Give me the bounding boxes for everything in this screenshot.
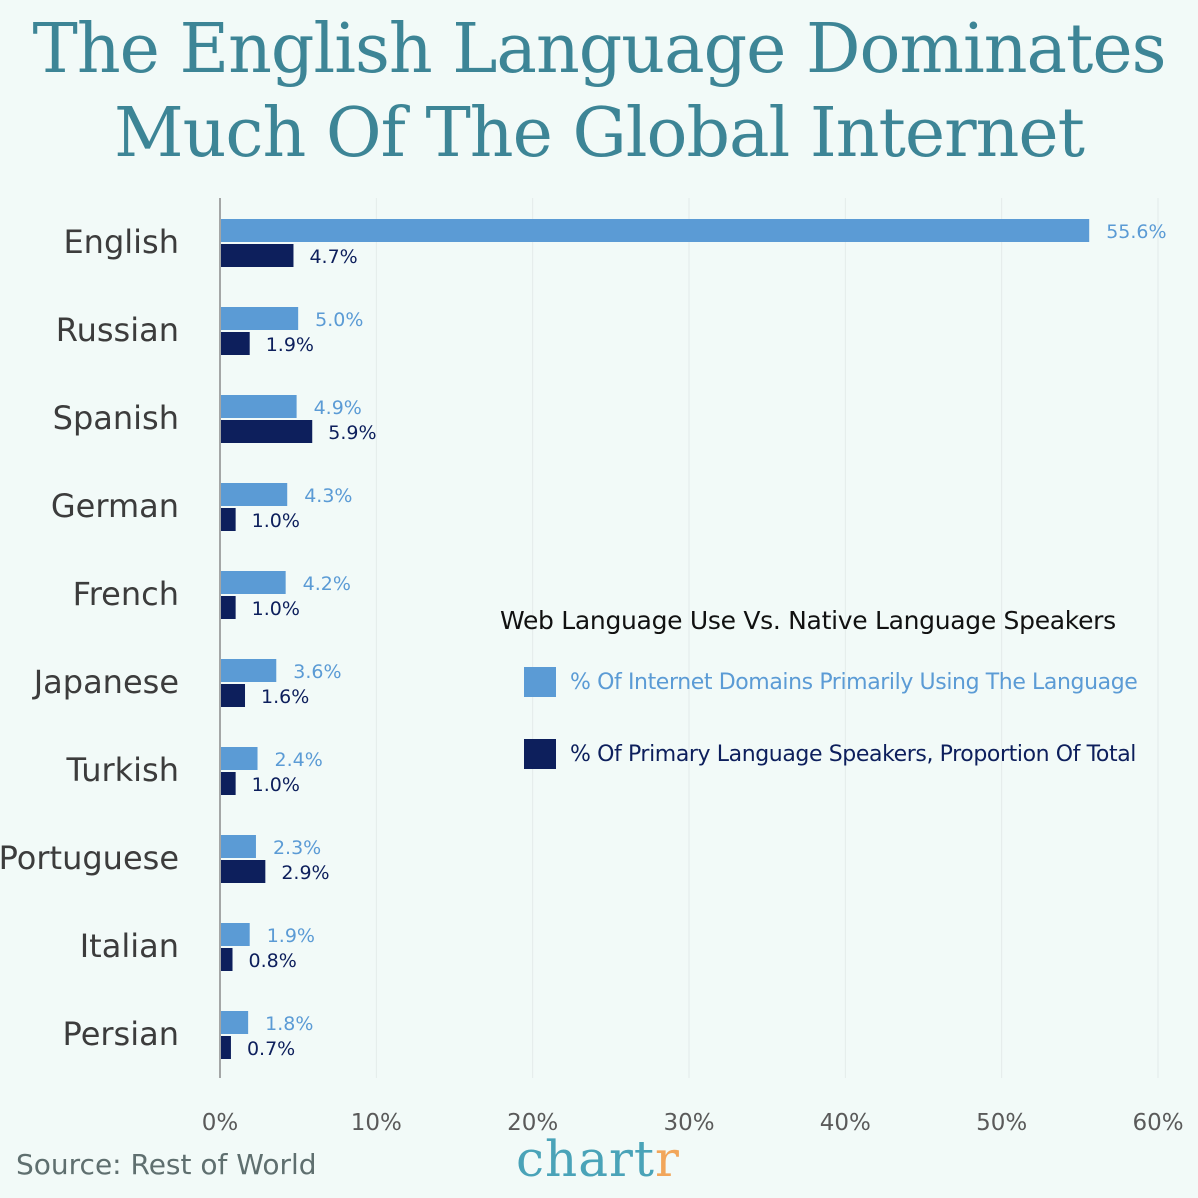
bar-domains-japanese — [221, 659, 277, 682]
bar-speakers-japanese — [221, 684, 246, 707]
bar-speakers-persian — [221, 1036, 231, 1059]
data-label-domains-russian: 5.0% — [315, 309, 363, 331]
data-label-speakers-turkish: 1.0% — [252, 774, 300, 796]
bar-domains-french — [221, 571, 286, 594]
data-label-speakers-japanese: 1.6% — [261, 686, 309, 708]
x-tick-label-50: 50% — [976, 1110, 1027, 1136]
brand-logo: chartr — [516, 1130, 680, 1188]
data-label-domains-turkish: 2.4% — [275, 749, 323, 771]
data-label-domains-german: 4.3% — [304, 485, 352, 507]
data-label-speakers-spanish: 5.9% — [328, 422, 376, 444]
bar-speakers-spanish — [221, 420, 313, 443]
x-tick-label-20: 20% — [507, 1110, 558, 1136]
brand-logo-main: chart — [516, 1130, 656, 1188]
data-label-speakers-portuguese: 2.9% — [281, 862, 329, 884]
source-note: Source: Rest of World — [16, 1148, 317, 1181]
data-label-speakers-french: 1.0% — [252, 598, 300, 620]
data-label-domains-french: 4.2% — [303, 573, 351, 595]
chart-title-line2: Much Of The Global Internet — [114, 94, 1085, 173]
category-label-french: French — [73, 575, 179, 613]
category-label-spanish: Spanish — [53, 399, 179, 437]
bar-speakers-italian — [221, 948, 233, 971]
x-tick-label-30: 30% — [663, 1110, 714, 1136]
chart-title-line1: The English Language Dominates — [32, 10, 1166, 89]
data-label-speakers-english: 4.7% — [309, 246, 357, 268]
bar-speakers-english — [221, 244, 294, 267]
legend-item-domains: % Of Internet Domains Primarily Using Th… — [524, 667, 1190, 697]
bar-speakers-german — [221, 508, 236, 531]
data-label-domains-english: 55.6% — [1106, 221, 1166, 243]
x-tick-label-0: 0% — [202, 1110, 239, 1136]
legend-swatch-domains — [524, 667, 556, 697]
legend-label-speakers: % Of Primary Language Speakers, Proporti… — [570, 741, 1136, 767]
bar-domains-russian — [221, 307, 299, 330]
category-label-italian: Italian — [80, 927, 179, 965]
category-label-persian: Persian — [63, 1015, 179, 1053]
bar-domains-persian — [221, 1011, 249, 1034]
data-label-domains-spanish: 4.9% — [314, 397, 362, 419]
bar-speakers-portuguese — [221, 860, 266, 883]
legend: Web Language Use Vs. Native Language Spe… — [500, 606, 1190, 811]
bar-domains-turkish — [221, 747, 258, 770]
data-label-domains-portuguese: 2.3% — [273, 837, 321, 859]
data-label-speakers-italian: 0.8% — [249, 950, 297, 972]
chart-title: The English Language Dominates Much Of T… — [0, 8, 1198, 176]
bar-domains-english — [221, 219, 1090, 242]
category-label-portuguese: Portuguese — [0, 839, 179, 877]
category-label-german: German — [51, 487, 179, 525]
category-label-english: English — [63, 223, 179, 261]
category-label-japanese: Japanese — [32, 663, 179, 701]
bar-speakers-french — [221, 596, 236, 619]
data-label-speakers-persian: 0.7% — [247, 1038, 295, 1060]
data-label-domains-persian: 1.8% — [265, 1013, 313, 1035]
data-label-speakers-russian: 1.9% — [266, 334, 314, 356]
bar-domains-italian — [221, 923, 250, 946]
legend-item-speakers: % Of Primary Language Speakers, Proporti… — [524, 739, 1190, 769]
bar-speakers-russian — [221, 332, 250, 355]
x-tick-label-40: 40% — [820, 1110, 871, 1136]
legend-label-domains: % Of Internet Domains Primarily Using Th… — [570, 669, 1138, 695]
x-tick-label-10: 10% — [351, 1110, 402, 1136]
brand-logo-accent: r — [655, 1130, 680, 1188]
legend-title: Web Language Use Vs. Native Language Spe… — [500, 606, 1116, 635]
x-tick-label-60: 60% — [1132, 1110, 1183, 1136]
bar-domains-spanish — [221, 395, 297, 418]
legend-swatch-speakers — [524, 739, 556, 769]
category-label-russian: Russian — [56, 311, 179, 349]
bar-domains-german — [221, 483, 288, 506]
bar-speakers-turkish — [221, 772, 236, 795]
data-label-speakers-german: 1.0% — [252, 510, 300, 532]
bar-domains-portuguese — [221, 835, 256, 858]
data-label-domains-japanese: 3.6% — [293, 661, 341, 683]
data-label-domains-italian: 1.9% — [267, 925, 315, 947]
category-label-turkish: Turkish — [66, 751, 180, 789]
